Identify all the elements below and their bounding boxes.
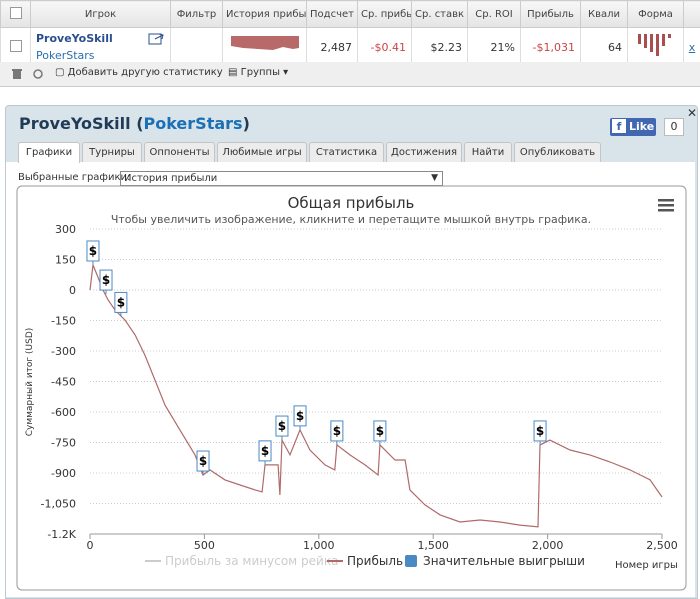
x-tick-label: 0	[87, 539, 94, 552]
y-tick-label: -600	[51, 406, 76, 419]
legend-item[interactable]: Значительные выигрыши	[405, 554, 585, 568]
chart-title: Общая прибыль	[288, 194, 415, 212]
x-tick-label: 2,000	[532, 539, 564, 552]
y-tick-label: 0	[69, 284, 76, 297]
menu-icon[interactable]	[658, 199, 674, 212]
big-win-label: $	[333, 424, 341, 438]
chart-subtitle: Чтобы увеличить изображение, кликните и …	[111, 213, 591, 226]
big-win-label: $	[261, 444, 269, 458]
x-tick-label: 500	[194, 539, 215, 552]
legend-swatch	[405, 555, 417, 567]
big-win-flag[interactable]: $	[87, 241, 99, 265]
big-win-label: $	[536, 424, 544, 438]
big-win-flag[interactable]: $	[276, 416, 288, 440]
y-tick-label: -1.2K	[47, 528, 76, 541]
y-tick-label: -150	[51, 315, 76, 328]
big-win-label: $	[117, 295, 125, 309]
big-win-flag[interactable]: $	[115, 292, 127, 316]
big-win-flag[interactable]: $	[534, 421, 546, 445]
y-tick-label: -1,050	[41, 498, 76, 511]
big-win-flag[interactable]: $	[374, 421, 386, 445]
legend-label: Прибыль	[347, 554, 403, 568]
big-win-label: $	[296, 409, 304, 423]
big-win-flag[interactable]: $	[294, 406, 306, 430]
x-tick-label: 1,500	[417, 539, 449, 552]
big-win-label: $	[278, 419, 286, 433]
y-tick-label: -300	[51, 345, 76, 358]
big-win-label: $	[199, 454, 207, 468]
big-win-flag[interactable]: $	[197, 451, 209, 475]
legend-label: Прибыль за минусом рейка	[165, 554, 338, 568]
big-win-flag[interactable]: $	[259, 441, 271, 465]
big-win-label: $	[102, 273, 110, 287]
y-axis-title: Суммарный итог (USD)	[25, 328, 35, 437]
legend-label: Значительные выигрыши	[423, 554, 585, 568]
y-tick-label: -900	[51, 467, 76, 480]
x-axis-title: Номер игры	[615, 560, 678, 571]
big-win-label: $	[89, 244, 97, 258]
big-win-flag[interactable]: $	[331, 421, 343, 445]
x-tick-label: 1,000	[303, 539, 335, 552]
big-win-label: $	[376, 424, 384, 438]
big-win-flag[interactable]: $	[100, 270, 112, 294]
y-tick-label: -450	[51, 376, 76, 389]
x-tick-label: 2,500	[646, 539, 678, 552]
y-tick-label: 150	[55, 254, 76, 267]
chart-frame	[17, 186, 686, 590]
y-tick-label: -750	[51, 437, 76, 450]
legend-item[interactable]: Прибыль за минусом рейка	[145, 554, 338, 568]
y-tick-label: 300	[55, 223, 76, 236]
